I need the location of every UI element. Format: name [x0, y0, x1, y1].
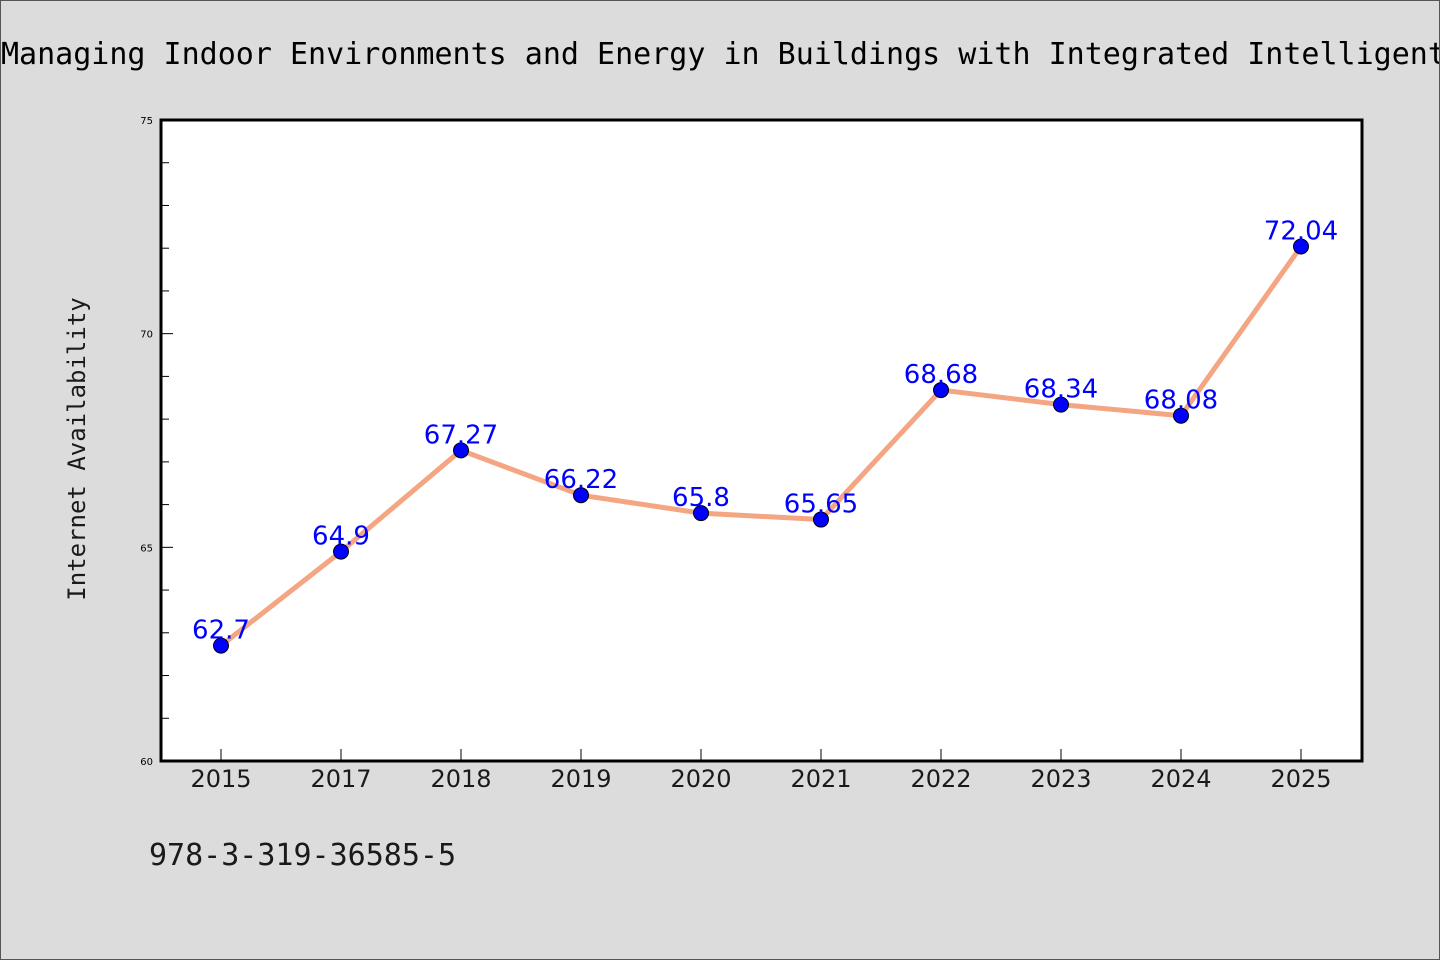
y-tick-label: 65: [140, 543, 153, 554]
data-point: [933, 382, 949, 399]
y-tick-label: 60: [140, 757, 153, 768]
x-tick-label: 2019: [550, 765, 611, 793]
y-tick-label: 75: [140, 116, 153, 127]
x-tick-label: 2023: [1030, 765, 1091, 793]
data-label: 68.08: [1144, 386, 1218, 416]
data-point: [693, 505, 709, 522]
x-tick-label: 2025: [1270, 765, 1331, 793]
data-point: [1053, 396, 1069, 413]
data-label: 65.8: [672, 483, 730, 513]
data-point: [333, 543, 349, 560]
x-axis-tick-labels: 2015 2017 2018 2019 2020 2021 2022 2023 2024 2025: [190, 765, 1331, 793]
data-label: 68.34: [1024, 375, 1098, 405]
data-label: 62.7: [192, 616, 250, 646]
x-tick-label: 2021: [790, 765, 851, 793]
data-labels: 62.7 64.9 67.27 66.22 65.8 65.65 68.68 68.34 68.…: [192, 216, 1338, 645]
x-tick-label: 2024: [1150, 765, 1211, 793]
footnote-text: 978-3-319-36585-5: [149, 838, 456, 873]
series-line: [218, 243, 1304, 649]
data-point: [573, 487, 589, 504]
x-tick-label: 2018: [430, 765, 491, 793]
data-markers: [213, 238, 1309, 654]
x-tick-label: 2017: [310, 765, 371, 793]
x-axis-ticks: [220, 749, 1302, 761]
y-axis-tick-labels: 60 65 70 75: [140, 116, 153, 768]
data-point: [453, 442, 469, 459]
data-point: [1173, 407, 1189, 424]
data-point: [813, 511, 829, 528]
data-label: 66.22: [544, 465, 618, 495]
plot-area: [159, 118, 1364, 763]
data-label: 68.68: [904, 360, 978, 390]
data-point: [213, 637, 229, 654]
data-label: 64.9: [312, 522, 370, 552]
chart-title: Managing Indoor Environments and Energy …: [1, 37, 1439, 72]
x-tick-label: 2022: [910, 765, 971, 793]
data-label: 72.04: [1264, 216, 1338, 246]
data-label: 65.65: [784, 490, 858, 520]
x-tick-label: 2020: [670, 765, 731, 793]
x-tick-label: 2015: [190, 765, 251, 793]
data-point: [1293, 238, 1309, 255]
data-label: 67.27: [424, 420, 498, 450]
y-axis-ticks: [161, 119, 173, 762]
y-axis-label: Internet Availability: [63, 297, 91, 600]
y-tick-label: 70: [140, 330, 153, 341]
